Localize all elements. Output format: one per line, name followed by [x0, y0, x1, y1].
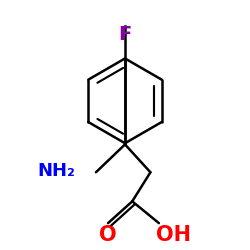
- Text: F: F: [118, 25, 132, 44]
- Text: O: O: [99, 225, 117, 245]
- Text: NH₂: NH₂: [37, 162, 75, 180]
- Text: OH: OH: [156, 225, 191, 245]
